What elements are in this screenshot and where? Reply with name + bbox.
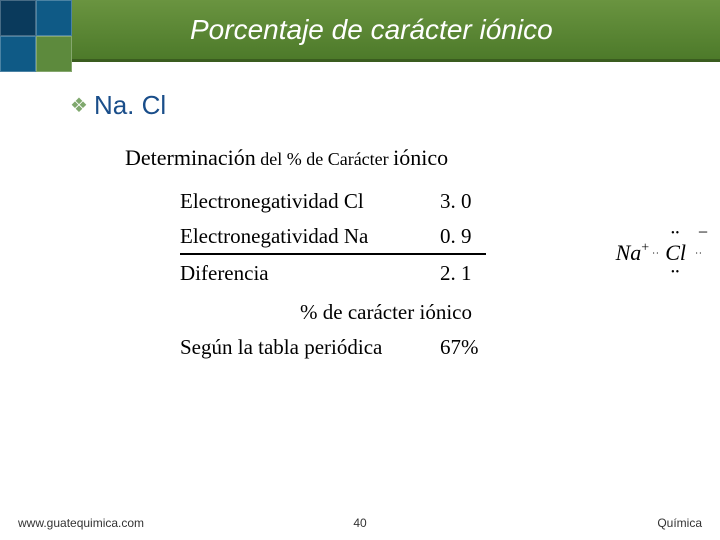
percent-label: % de carácter iónico bbox=[300, 300, 660, 325]
row-en-na: Electronegatividad Na 0. 9 bbox=[180, 224, 660, 249]
row-value: 2. 1 bbox=[440, 261, 496, 286]
subtitle-prefix: Determinación bbox=[125, 145, 256, 170]
lone-pair-top: •• bbox=[671, 228, 680, 239]
lone-pair-left: : bbox=[653, 252, 657, 255]
page-number: 40 bbox=[353, 516, 366, 530]
header-bar: Porcentaje de carácter iónico bbox=[0, 0, 720, 62]
row-label: Electronegatividad Na bbox=[180, 224, 440, 249]
row-label: Electronegatividad Cl bbox=[180, 189, 440, 214]
diamond-bullet-icon: ❖ bbox=[70, 96, 88, 116]
subtitle: Determinación del % de Carácter iónico bbox=[125, 145, 660, 171]
row-value: 3. 0 bbox=[440, 189, 496, 214]
result-label: Según la tabla periódica bbox=[180, 335, 440, 360]
footer: www.guatequimica.com 40 Química bbox=[0, 516, 720, 530]
cation: Na+ bbox=[616, 240, 650, 266]
anion: •• •• : : Cl − bbox=[659, 236, 692, 270]
row-label: Diferencia bbox=[180, 261, 440, 286]
cation-charge: + bbox=[641, 241, 649, 256]
footer-left: www.guatequimica.com bbox=[18, 516, 144, 530]
cation-symbol: Na bbox=[616, 240, 642, 265]
footer-right: Química bbox=[657, 516, 702, 530]
anion-symbol: Cl bbox=[665, 240, 686, 265]
result-row: Según la tabla periódica 67% bbox=[180, 335, 660, 360]
compound-label: Na. Cl bbox=[94, 90, 166, 121]
result-value: 67% bbox=[440, 335, 479, 360]
lone-pair-right: : bbox=[696, 252, 700, 255]
row-value: 0. 9 bbox=[440, 224, 496, 249]
data-block: Electronegatividad Cl 3. 0 Electronegati… bbox=[180, 189, 660, 360]
row-en-cl: Electronegatividad Cl 3. 0 bbox=[180, 189, 660, 214]
lone-pair-bottom: •• bbox=[671, 267, 680, 278]
content-area: ❖ Na. Cl Determinación del % de Carácter… bbox=[0, 62, 720, 360]
slide-title: Porcentaje de carácter iónico bbox=[190, 14, 553, 46]
bullet-row: ❖ Na. Cl bbox=[70, 90, 660, 121]
ion-diagram: Na+ •• •• : : Cl − bbox=[616, 236, 692, 270]
separator-line bbox=[180, 253, 486, 255]
anion-charge: − bbox=[698, 222, 708, 243]
corner-logo bbox=[0, 0, 72, 72]
row-difference: Diferencia 2. 1 bbox=[180, 261, 660, 286]
subtitle-middle: del % de Carácter bbox=[256, 149, 393, 169]
subtitle-suffix: iónico bbox=[393, 145, 448, 170]
